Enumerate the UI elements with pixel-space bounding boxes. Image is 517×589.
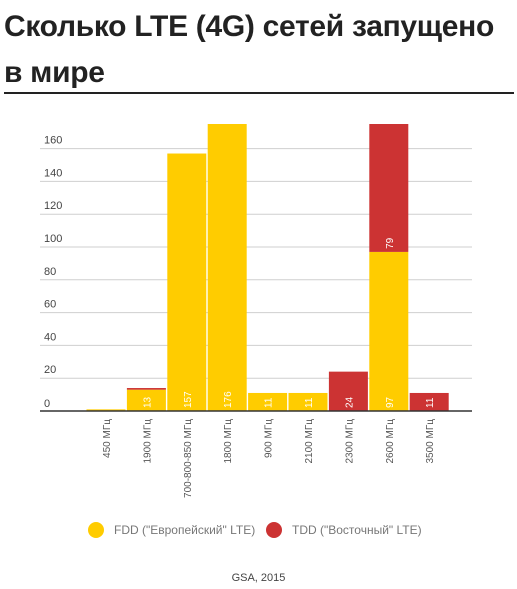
y-tick-label: 20 — [44, 364, 56, 376]
bar-value-label: 11 — [264, 397, 275, 408]
bar-value-label: 176 — [223, 391, 234, 408]
y-tick-label: 0 — [44, 398, 50, 410]
bar-fdd — [126, 389, 166, 411]
x-tick-label: 3500 МГц — [425, 419, 436, 464]
bars — [86, 124, 449, 411]
x-tick-label: 700-800-850 МГц — [183, 419, 194, 498]
y-tick-label: 80 — [44, 266, 56, 278]
bar-value-label: 97 — [385, 396, 396, 408]
bar-fdd — [207, 124, 247, 411]
legend-item-tdd: TDD ("Восточный" LTE) — [266, 522, 422, 538]
bar-tdd — [126, 388, 166, 390]
bar-value-label: 11 — [304, 397, 315, 408]
x-tick-label: 2300 МГц — [344, 419, 355, 464]
page-title: Сколько LTE (4G) сетей запущено в мире — [4, 10, 495, 89]
bar-fdd — [369, 251, 409, 411]
bar-chart: 0 20 40 60 80 100 120 140 160 13 157 176 11 11 97 24 79… — [40, 124, 472, 498]
bar-value-label: 11 — [425, 397, 436, 408]
y-tick-label: 140 — [44, 167, 62, 179]
bar-value-labels: 13 157 176 11 11 97 24 79 11 — [142, 237, 436, 408]
x-tick-label: 1800 МГц — [223, 419, 234, 464]
x-tick-label: 450 МГц — [102, 419, 113, 458]
bar-value-label: 157 — [183, 391, 194, 408]
y-tick-label: 120 — [44, 200, 62, 212]
x-tick-label: 900 МГц — [264, 419, 275, 458]
bar-value-label: 79 — [385, 237, 396, 249]
grid-lines — [40, 148, 472, 379]
bar-value-label: 13 — [142, 396, 153, 408]
y-tick-label: 40 — [44, 331, 56, 343]
legend-label-tdd: TDD ("Восточный" LTE) — [292, 523, 422, 537]
x-tick-label: 2100 МГц — [304, 419, 315, 464]
y-tick-label: 160 — [44, 135, 62, 147]
x-axis-tick-labels: 450 МГц 1900 МГц 700-800-850 МГц 1800 МГц 90… — [102, 419, 436, 498]
title-divider — [4, 92, 514, 94]
bar-fdd — [167, 153, 207, 411]
legend-label-fdd: FDD ("Европейский" LTE) — [114, 523, 256, 537]
bar-value-label: 24 — [344, 396, 355, 408]
legend-swatch-fdd — [88, 522, 104, 538]
x-tick-label: 1900 МГц — [142, 419, 153, 464]
bar-fdd — [288, 392, 328, 411]
legend-swatch-tdd — [266, 522, 282, 538]
bar-fdd — [86, 409, 126, 411]
legend-item-fdd: FDD ("Европейский" LTE) — [88, 522, 255, 538]
y-tick-label: 100 — [44, 233, 62, 245]
source-note: GSA, 2015 — [231, 572, 286, 584]
bar-tdd — [369, 124, 409, 252]
legend: FDD ("Европейский" LTE) TDD ("Восточный"… — [0, 522, 517, 546]
y-tick-label: 60 — [44, 299, 56, 311]
y-axis-tick-labels: 0 20 40 60 80 100 120 140 160 — [44, 135, 62, 410]
bar-tdd — [328, 371, 368, 411]
bar-tdd — [409, 392, 449, 411]
x-tick-label: 2600 МГц — [385, 419, 396, 464]
bar-fdd — [248, 392, 288, 411]
